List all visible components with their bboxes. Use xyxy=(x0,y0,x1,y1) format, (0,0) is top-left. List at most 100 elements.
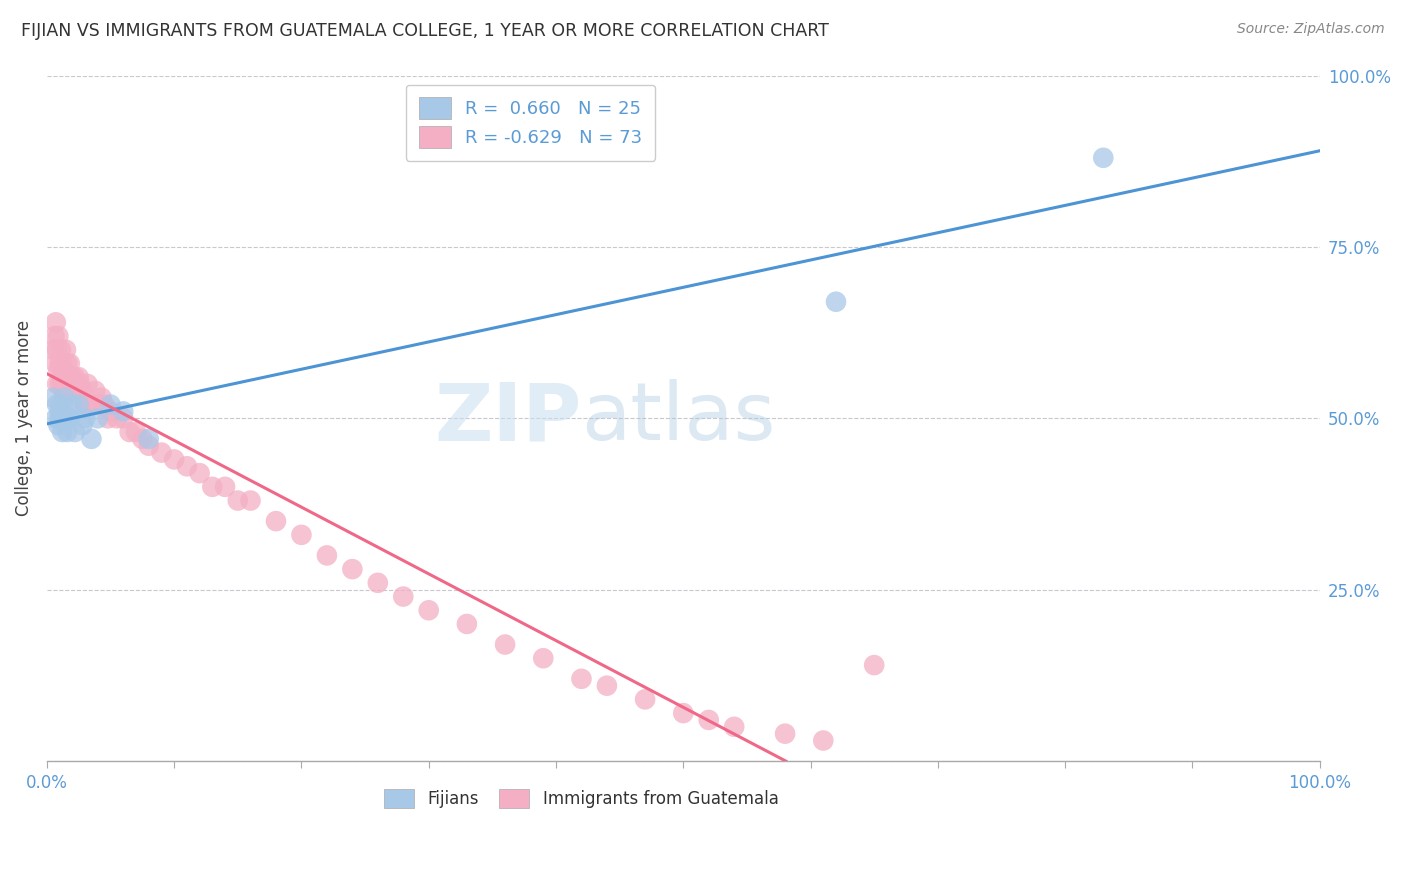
Point xyxy=(150,445,173,459)
Point xyxy=(48,404,70,418)
Point xyxy=(63,425,86,439)
Point xyxy=(367,575,389,590)
Point xyxy=(531,651,554,665)
Point xyxy=(59,377,82,392)
Point xyxy=(69,377,91,392)
Point xyxy=(55,370,77,384)
Point xyxy=(48,356,70,370)
Point xyxy=(112,411,135,425)
Point xyxy=(46,398,69,412)
Point xyxy=(456,617,478,632)
Point xyxy=(1092,151,1115,165)
Point xyxy=(63,370,86,384)
Point xyxy=(60,384,83,398)
Point xyxy=(80,432,103,446)
Point xyxy=(46,377,69,392)
Point xyxy=(49,343,72,357)
Point xyxy=(72,384,94,398)
Text: Source: ZipAtlas.com: Source: ZipAtlas.com xyxy=(1237,22,1385,37)
Point xyxy=(45,411,67,425)
Point xyxy=(672,706,695,720)
Point xyxy=(49,398,72,412)
Point xyxy=(51,425,73,439)
Point xyxy=(76,377,98,392)
Point xyxy=(813,733,835,747)
Point xyxy=(84,384,107,398)
Point xyxy=(80,398,103,412)
Point xyxy=(60,398,83,412)
Point xyxy=(342,562,364,576)
Point xyxy=(494,638,516,652)
Point xyxy=(131,432,153,446)
Point xyxy=(44,329,66,343)
Point xyxy=(56,425,79,439)
Point xyxy=(49,370,72,384)
Point xyxy=(45,315,67,329)
Point xyxy=(825,294,848,309)
Text: atlas: atlas xyxy=(582,379,776,458)
Point xyxy=(93,398,115,412)
Point xyxy=(42,343,65,357)
Point xyxy=(290,528,312,542)
Point xyxy=(214,480,236,494)
Point xyxy=(59,411,82,425)
Point xyxy=(46,418,69,433)
Point xyxy=(138,439,160,453)
Point xyxy=(163,452,186,467)
Point xyxy=(100,404,122,418)
Point xyxy=(58,370,80,384)
Point xyxy=(87,398,110,412)
Point xyxy=(55,411,77,425)
Point xyxy=(46,343,69,357)
Point xyxy=(53,391,76,405)
Point xyxy=(48,411,70,425)
Point xyxy=(596,679,619,693)
Point xyxy=(392,590,415,604)
Point xyxy=(51,377,73,392)
Point xyxy=(97,411,120,425)
Legend: Fijians, Immigrants from Guatemala: Fijians, Immigrants from Guatemala xyxy=(378,782,785,814)
Text: FIJIAN VS IMMIGRANTS FROM GUATEMALA COLLEGE, 1 YEAR OR MORE CORRELATION CHART: FIJIAN VS IMMIGRANTS FROM GUATEMALA COLL… xyxy=(21,22,830,40)
Point xyxy=(72,418,94,433)
Text: ZIP: ZIP xyxy=(434,379,582,458)
Point xyxy=(201,480,224,494)
Point xyxy=(118,425,141,439)
Point xyxy=(226,493,249,508)
Point xyxy=(90,391,112,405)
Point xyxy=(112,404,135,418)
Point xyxy=(46,329,69,343)
Point xyxy=(418,603,440,617)
Point xyxy=(125,425,148,439)
Point xyxy=(239,493,262,508)
Point xyxy=(56,377,79,392)
Point xyxy=(59,356,82,370)
Point xyxy=(45,356,67,370)
Point xyxy=(55,343,77,357)
Point xyxy=(51,356,73,370)
Point xyxy=(264,514,287,528)
Point xyxy=(138,432,160,446)
Y-axis label: College, 1 year or more: College, 1 year or more xyxy=(15,320,32,516)
Point xyxy=(316,549,339,563)
Point xyxy=(67,398,90,412)
Point xyxy=(52,363,75,377)
Point xyxy=(105,411,128,425)
Point xyxy=(75,398,97,412)
Point xyxy=(863,658,886,673)
Point xyxy=(67,370,90,384)
Point xyxy=(697,713,720,727)
Point xyxy=(60,370,83,384)
Point xyxy=(188,466,211,480)
Point xyxy=(176,459,198,474)
Point xyxy=(773,726,796,740)
Point xyxy=(87,411,110,425)
Point xyxy=(65,384,87,398)
Point xyxy=(571,672,593,686)
Point xyxy=(46,363,69,377)
Point xyxy=(75,411,97,425)
Point xyxy=(52,411,75,425)
Point xyxy=(52,384,75,398)
Point xyxy=(56,356,79,370)
Point xyxy=(42,391,65,405)
Point xyxy=(53,370,76,384)
